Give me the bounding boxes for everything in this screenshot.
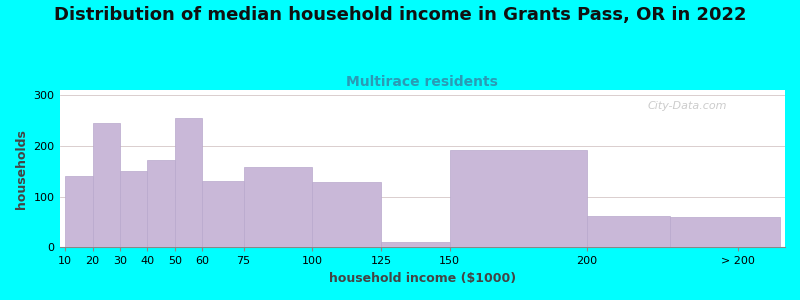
Title: Multirace residents: Multirace residents <box>346 75 498 89</box>
Bar <box>175 118 202 248</box>
Bar <box>244 167 312 247</box>
Bar <box>93 123 120 248</box>
Y-axis label: households: households <box>15 129 28 209</box>
Bar <box>202 182 244 248</box>
Text: City-Data.com: City-Data.com <box>647 101 726 111</box>
Bar <box>65 176 93 247</box>
Bar <box>587 216 670 248</box>
Bar <box>147 160 175 248</box>
X-axis label: household income ($1000): household income ($1000) <box>329 272 516 285</box>
Bar <box>312 182 381 248</box>
Bar <box>120 171 147 248</box>
Bar <box>670 217 779 248</box>
Bar <box>381 242 450 247</box>
Text: Distribution of median household income in Grants Pass, OR in 2022: Distribution of median household income … <box>54 6 746 24</box>
Bar <box>450 150 587 248</box>
